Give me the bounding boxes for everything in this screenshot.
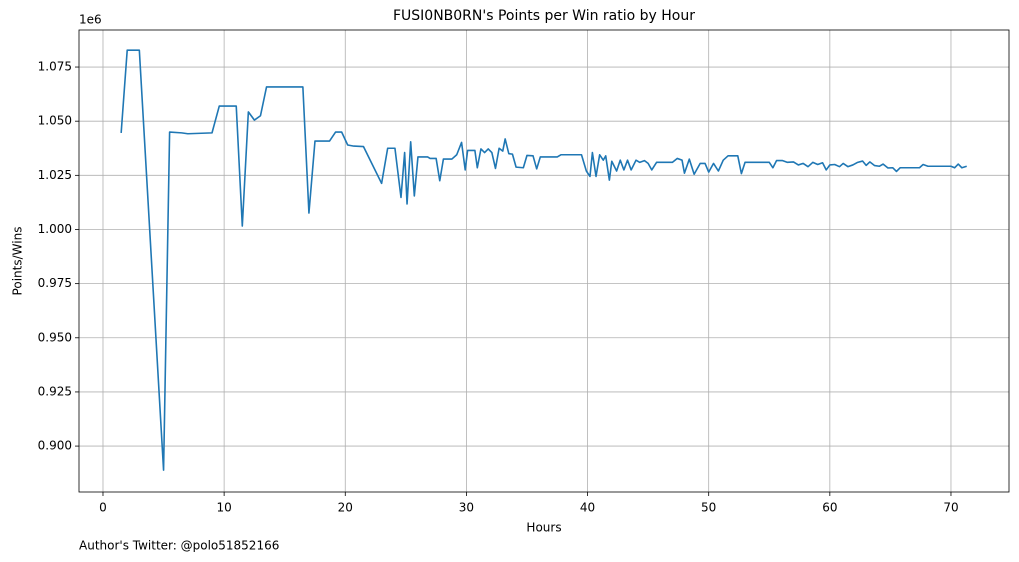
y-offset-label: 1e6	[79, 13, 102, 27]
data-line	[120, 49, 967, 471]
chart-title: FUSI0NB0RN's Points per Win ratio by Hou…	[393, 8, 695, 24]
y-tick-label: 0.900	[38, 439, 72, 453]
x-axis-label: Hours	[526, 521, 561, 535]
y-tick-label: 1.025	[38, 168, 72, 182]
x-tick-label: 60	[822, 501, 837, 515]
y-tick-label: 0.950	[38, 330, 72, 344]
x-tick-label: 20	[338, 501, 353, 515]
y-tick-label: 1.050	[38, 114, 72, 128]
x-tick-label: 70	[943, 501, 958, 515]
x-tick-label: 40	[580, 501, 595, 515]
x-tick-label: 0	[99, 501, 107, 515]
plot-frame	[78, 29, 1010, 493]
y-tick-label: 1.075	[38, 60, 72, 74]
x-tick-label: 10	[216, 501, 231, 515]
y-tick-label: 0.925	[38, 384, 72, 398]
x-tick-label: 30	[459, 501, 474, 515]
y-tick-label: 0.975	[38, 276, 72, 290]
footnote: Author's Twitter: @polo51852166	[79, 539, 279, 553]
y-axis-label: Points/Wins	[11, 227, 25, 296]
x-tick-label: 50	[701, 501, 716, 515]
y-tick-label: 1.000	[38, 222, 72, 236]
